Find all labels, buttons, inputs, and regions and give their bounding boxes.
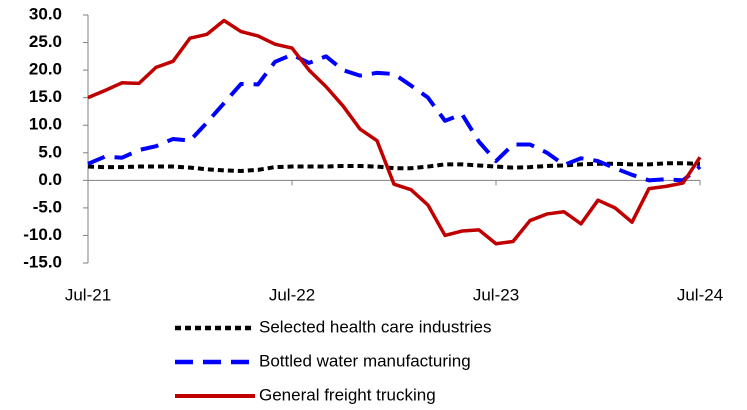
legend-label: Bottled water manufacturing: [259, 351, 471, 370]
x-tick-label: Jul-22: [269, 285, 315, 304]
y-tick-label: 30.0: [29, 4, 62, 23]
legend-label: Selected health care industries: [259, 317, 491, 336]
y-tick-label: 0.0: [38, 170, 62, 189]
x-tick-label: Jul-24: [677, 285, 723, 304]
y-tick-label: -15.0: [23, 252, 62, 271]
y-tick-label: -10.0: [23, 225, 62, 244]
y-tick-label: 10.0: [29, 115, 62, 134]
y-tick-label: 20.0: [29, 60, 62, 79]
series-line: [87, 52, 702, 183]
y-tick-label: 25.0: [29, 32, 62, 51]
y-tick-label: 15.0: [29, 87, 62, 106]
x-tick-label: Jul-23: [473, 285, 519, 304]
y-tick-label: 5.0: [38, 142, 62, 161]
legend-label: General freight trucking: [259, 385, 436, 404]
y-tick-label: -5.0: [33, 197, 62, 216]
x-tick-label: Jul-21: [65, 285, 111, 304]
series-line: [87, 18, 702, 246]
series-line: [87, 161, 701, 173]
